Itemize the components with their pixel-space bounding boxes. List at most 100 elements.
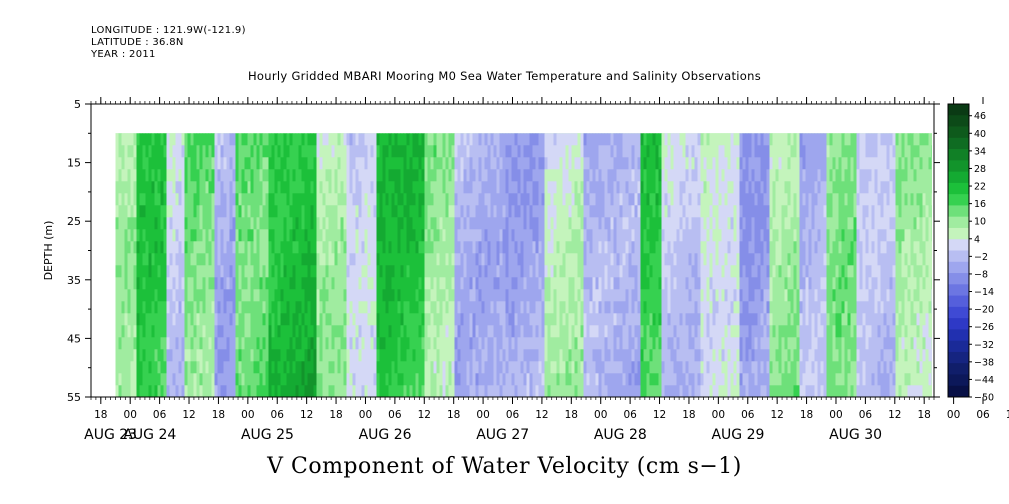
heatmap-cell bbox=[667, 217, 672, 230]
heatmap-cell bbox=[328, 205, 333, 218]
heatmap-cell bbox=[319, 325, 324, 338]
heatmap-cell bbox=[640, 313, 645, 326]
heatmap-cell bbox=[202, 301, 207, 314]
heatmap-cell bbox=[223, 313, 228, 326]
heatmap-cell bbox=[295, 373, 300, 386]
heatmap-cell bbox=[454, 241, 459, 254]
heatmap-cell bbox=[640, 241, 645, 254]
heatmap-cell bbox=[220, 253, 225, 266]
heatmap-cell bbox=[664, 313, 669, 326]
heatmap-cell bbox=[637, 325, 642, 338]
heatmap-cell bbox=[490, 325, 495, 338]
heatmap-cell bbox=[229, 337, 234, 350]
heatmap-cell bbox=[388, 145, 393, 158]
heatmap-cell bbox=[646, 145, 651, 158]
heatmap-cell bbox=[418, 241, 423, 254]
heatmap-cell bbox=[763, 349, 768, 362]
heatmap-cell bbox=[706, 133, 711, 146]
heatmap-cell bbox=[379, 157, 384, 170]
heatmap-cell bbox=[640, 337, 645, 350]
heatmap-cell bbox=[391, 337, 396, 350]
heatmap-cell bbox=[388, 301, 393, 314]
heatmap-cell bbox=[307, 349, 312, 362]
heatmap-cell bbox=[793, 373, 798, 386]
heatmap-cell bbox=[379, 229, 384, 242]
heatmap-cell bbox=[361, 385, 366, 397]
heatmap-cell bbox=[577, 289, 582, 302]
heatmap-cell bbox=[397, 181, 402, 194]
heatmap-cell bbox=[598, 133, 603, 146]
heatmap-cell bbox=[166, 289, 171, 302]
heatmap-cell bbox=[226, 349, 231, 362]
heatmap-cell bbox=[244, 349, 249, 362]
heatmap-cell bbox=[580, 157, 585, 170]
heatmap-cell bbox=[136, 241, 141, 254]
heatmap-cell bbox=[148, 265, 153, 278]
heatmap-cell bbox=[676, 325, 681, 338]
heatmap-cell bbox=[310, 313, 315, 326]
heatmap-cell bbox=[565, 157, 570, 170]
heatmap-cell bbox=[400, 205, 405, 218]
heatmap-cell bbox=[247, 253, 252, 266]
heatmap-cell bbox=[628, 241, 633, 254]
heatmap-cell bbox=[607, 325, 612, 338]
heatmap-cell bbox=[580, 313, 585, 326]
heatmap-cell bbox=[337, 361, 342, 374]
heatmap-cell bbox=[352, 229, 357, 242]
heatmap-cell bbox=[541, 337, 546, 350]
heatmap-cell bbox=[418, 157, 423, 170]
heatmap-cell bbox=[247, 229, 252, 242]
heatmap-cell bbox=[466, 349, 471, 362]
heatmap-cell bbox=[376, 181, 381, 194]
heatmap-cell bbox=[115, 385, 120, 397]
heatmap-cell bbox=[142, 157, 147, 170]
heatmap-cell bbox=[208, 289, 213, 302]
heatmap-cell bbox=[376, 133, 381, 146]
heatmap-cell bbox=[199, 217, 204, 230]
heatmap-cell bbox=[409, 313, 414, 326]
heatmap-cell bbox=[562, 241, 567, 254]
heatmap-cell bbox=[283, 349, 288, 362]
heatmap-cell bbox=[427, 289, 432, 302]
heatmap-cell bbox=[736, 385, 741, 397]
heatmap-cell bbox=[694, 241, 699, 254]
heatmap-cell bbox=[457, 253, 462, 266]
heatmap-cell bbox=[178, 193, 183, 206]
heatmap-cell bbox=[580, 325, 585, 338]
heatmap-cell bbox=[484, 145, 489, 158]
heatmap-cell bbox=[394, 229, 399, 242]
heatmap-cell bbox=[724, 337, 729, 350]
heatmap-cell bbox=[559, 277, 564, 290]
heatmap-cell bbox=[718, 205, 723, 218]
heatmap-cell bbox=[415, 373, 420, 386]
heatmap-cell bbox=[208, 205, 213, 218]
heatmap-cell bbox=[562, 217, 567, 230]
heatmap-cell bbox=[673, 313, 678, 326]
heatmap-cell bbox=[430, 157, 435, 170]
heatmap-cell bbox=[649, 205, 654, 218]
heatmap-cell bbox=[604, 325, 609, 338]
heatmap-cell bbox=[535, 385, 540, 397]
heatmap-cell bbox=[649, 145, 654, 158]
heatmap-cell bbox=[748, 217, 753, 230]
heatmap-cell bbox=[181, 277, 186, 290]
heatmap-cell bbox=[304, 205, 309, 218]
heatmap-cell bbox=[130, 277, 135, 290]
heatmap-cell bbox=[208, 229, 213, 242]
heatmap-cell bbox=[574, 253, 579, 266]
heatmap-cell bbox=[784, 169, 789, 182]
heatmap-cell bbox=[487, 337, 492, 350]
heatmap-cell bbox=[502, 205, 507, 218]
heatmap-cell bbox=[703, 289, 708, 302]
heatmap-cell bbox=[454, 325, 459, 338]
heatmap-cell bbox=[448, 193, 453, 206]
heatmap-cell bbox=[475, 277, 480, 290]
heatmap-cell bbox=[541, 349, 546, 362]
heatmap-cell bbox=[184, 229, 189, 242]
heatmap-cell bbox=[481, 277, 486, 290]
heatmap-cell bbox=[631, 265, 636, 278]
heatmap-cell bbox=[775, 361, 780, 374]
heatmap-cell bbox=[178, 337, 183, 350]
heatmap-cell bbox=[721, 205, 726, 218]
heatmap-cell bbox=[715, 277, 720, 290]
